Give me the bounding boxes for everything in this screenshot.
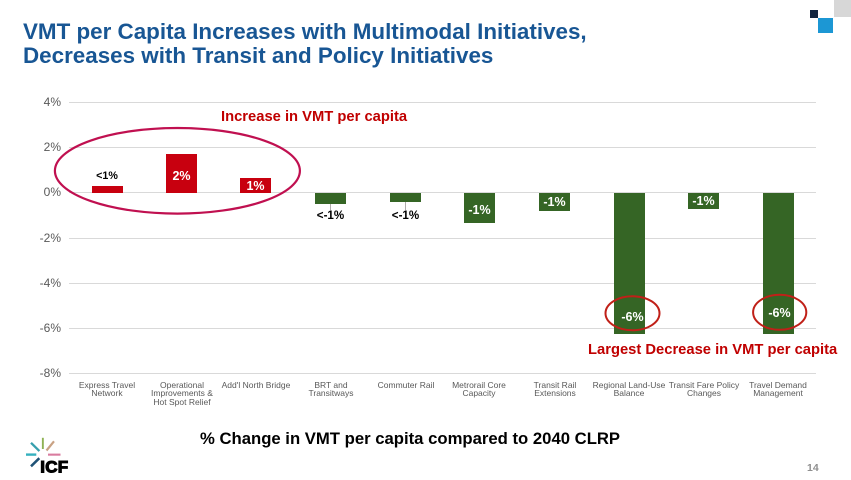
svg-text:ICF: ICF <box>40 457 68 475</box>
